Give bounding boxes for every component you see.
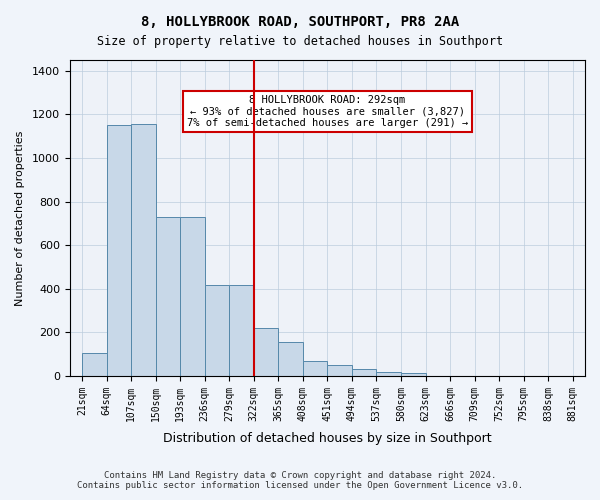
Bar [107, 126, 131, 376]
Text: Contains HM Land Registry data © Crown copyright and database right 2024.
Contai: Contains HM Land Registry data © Crown c… [77, 470, 523, 490]
Bar [131, 124, 155, 376]
Text: Size of property relative to detached houses in Southport: Size of property relative to detached ho… [97, 35, 503, 48]
Bar [82, 353, 107, 376]
Text: 8 HOLLYBROOK ROAD: 292sqm
← 93% of detached houses are smaller (3,827)
7% of sem: 8 HOLLYBROOK ROAD: 292sqm ← 93% of detac… [187, 95, 468, 128]
X-axis label: Distribution of detached houses by size in Southport: Distribution of detached houses by size … [163, 432, 492, 445]
Bar [254, 328, 278, 376]
Bar [328, 365, 352, 376]
Y-axis label: Number of detached properties: Number of detached properties [15, 130, 25, 306]
Bar [401, 374, 425, 376]
Bar [155, 217, 180, 376]
Text: 8, HOLLYBROOK ROAD, SOUTHPORT, PR8 2AA: 8, HOLLYBROOK ROAD, SOUTHPORT, PR8 2AA [141, 15, 459, 29]
Bar [278, 342, 303, 376]
Bar [352, 370, 376, 376]
Bar [205, 286, 229, 376]
Bar [180, 217, 205, 376]
Bar [303, 360, 328, 376]
Bar [229, 286, 254, 376]
Bar [376, 372, 401, 376]
